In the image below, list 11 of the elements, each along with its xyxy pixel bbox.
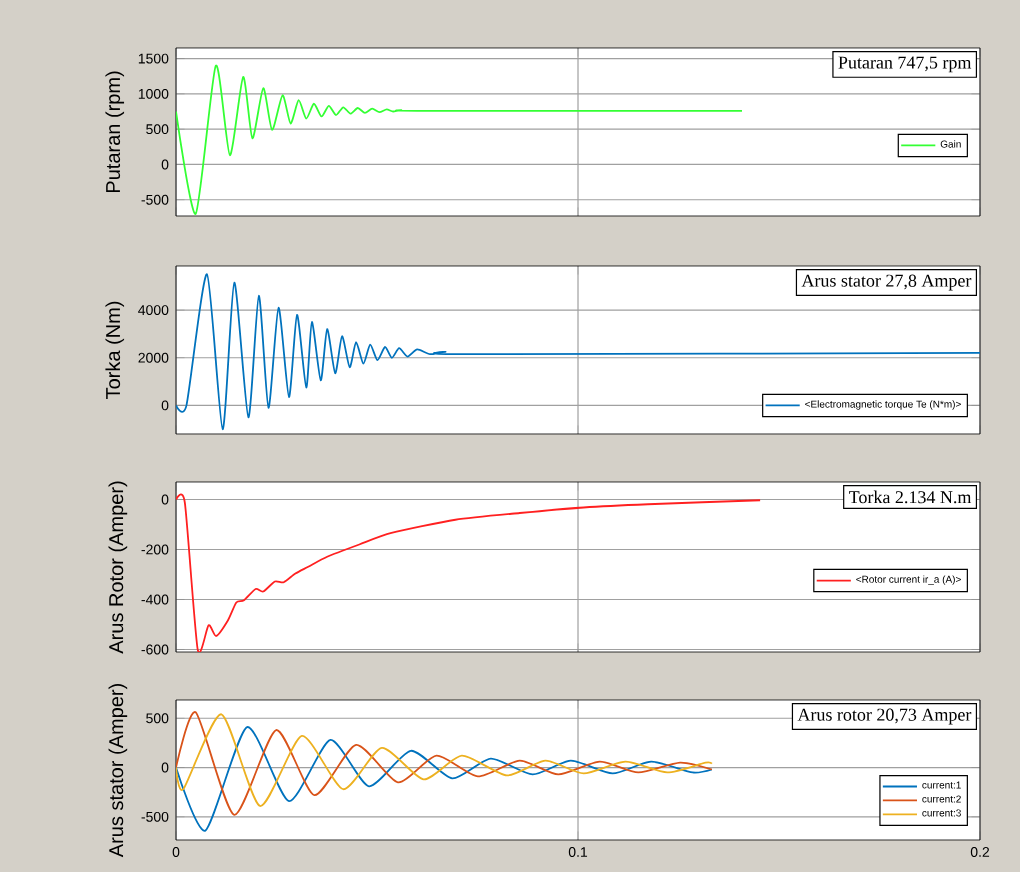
y-axis-title: Putaran (rpm)	[105, 71, 125, 193]
y-axis-title: Torka (Nm)	[105, 301, 125, 399]
y-axis-title: Arus stator (Amper)	[108, 684, 128, 858]
y-axis-title: Arus Rotor (Amper)	[108, 481, 128, 654]
line-series	[176, 726, 713, 832]
line-series	[176, 273, 981, 431]
annotation: Arus stator 27,8 Amper	[801, 274, 972, 291]
annotation: Putaran 747,5 rpm	[838, 56, 972, 73]
line-series	[176, 64, 743, 215]
annotation: Torka 2.134 N.m	[849, 490, 972, 504]
annotation: Arus rotor 20,73 Amper	[797, 708, 972, 725]
